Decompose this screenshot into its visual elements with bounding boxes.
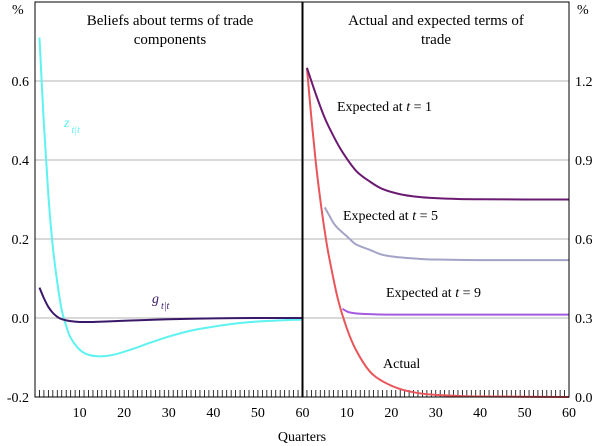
left-x-tick-label-0: 10 [73,406,87,421]
right-x-tick-label-0: 10 [340,406,354,421]
g-series-label: g t|t [152,292,170,312]
right-x-tick-label-3: 40 [473,406,487,421]
left-series [38,37,303,358]
g-series-label-sub: t|t [161,301,170,312]
right-y-tick-label-1: 0.3 [575,312,593,327]
left-x-tick-label-2: 30 [162,406,176,421]
right-y-tick-label-0: 0.0 [575,391,593,406]
left-x-tick-label-3: 40 [206,406,220,421]
right-x-tick-label-2: 30 [429,406,443,421]
right-series-line-3 [341,307,570,316]
left-series-line-0 [38,37,303,358]
right-series-line-0 [305,67,570,398]
left-y-tick-label-3: 0.4 [12,154,30,169]
left-y-tick-label-1: 0.0 [12,312,30,327]
right-title-line-1: Actual and expected terms of [348,13,524,29]
expected-t5-label: Expected at t = 5 [343,209,438,224]
axis-tick-labels: -0.2 0.0 0.2 0.4 0.6 0.0 0.3 0.6 0.9 1.2 10 20 30 40 5… [7,75,593,421]
left-unit-label: % [12,3,24,18]
left-y-tick-label-0: -0.2 [7,391,29,406]
z-series-label: z t|t [63,116,80,136]
expected-t1-label: Expected at t = 1 [337,100,432,115]
right-series [305,67,570,398]
left-y-tick-label-2: 0.2 [12,233,30,248]
left-y-tick-label-4: 0.6 [12,75,30,90]
x-axis-title: Quarters [278,430,326,445]
left-title-line-1: Beliefs about terms of trade [87,13,254,29]
right-y-tick-label-3: 0.9 [575,154,593,169]
right-title-line-2: trade [421,32,451,48]
right-y-tick-label-2: 0.6 [575,233,593,248]
right-series-line-2 [323,206,569,262]
left-x-tick-label-1: 20 [117,406,131,421]
left-gridlines [35,80,303,319]
right-y-tick-label-4: 1.2 [575,75,593,90]
left-x-tick-label-5: 60 [296,406,310,421]
right-x-tick-label-4: 50 [518,406,532,421]
right-unit-label: % [577,3,589,18]
right-x-tick-label-5: 60 [562,406,576,421]
right-x-tick-label-1: 20 [384,406,398,421]
actual-label: Actual [383,357,420,372]
z-series-label-sub: t|t [71,125,80,136]
left-title-line-2: components [134,32,207,48]
expected-t9-label: Expected at t = 9 [386,286,481,301]
left-x-tick-label-4: 50 [251,406,265,421]
right-series-line-1 [305,67,570,201]
left-series-line-1 [38,287,303,324]
